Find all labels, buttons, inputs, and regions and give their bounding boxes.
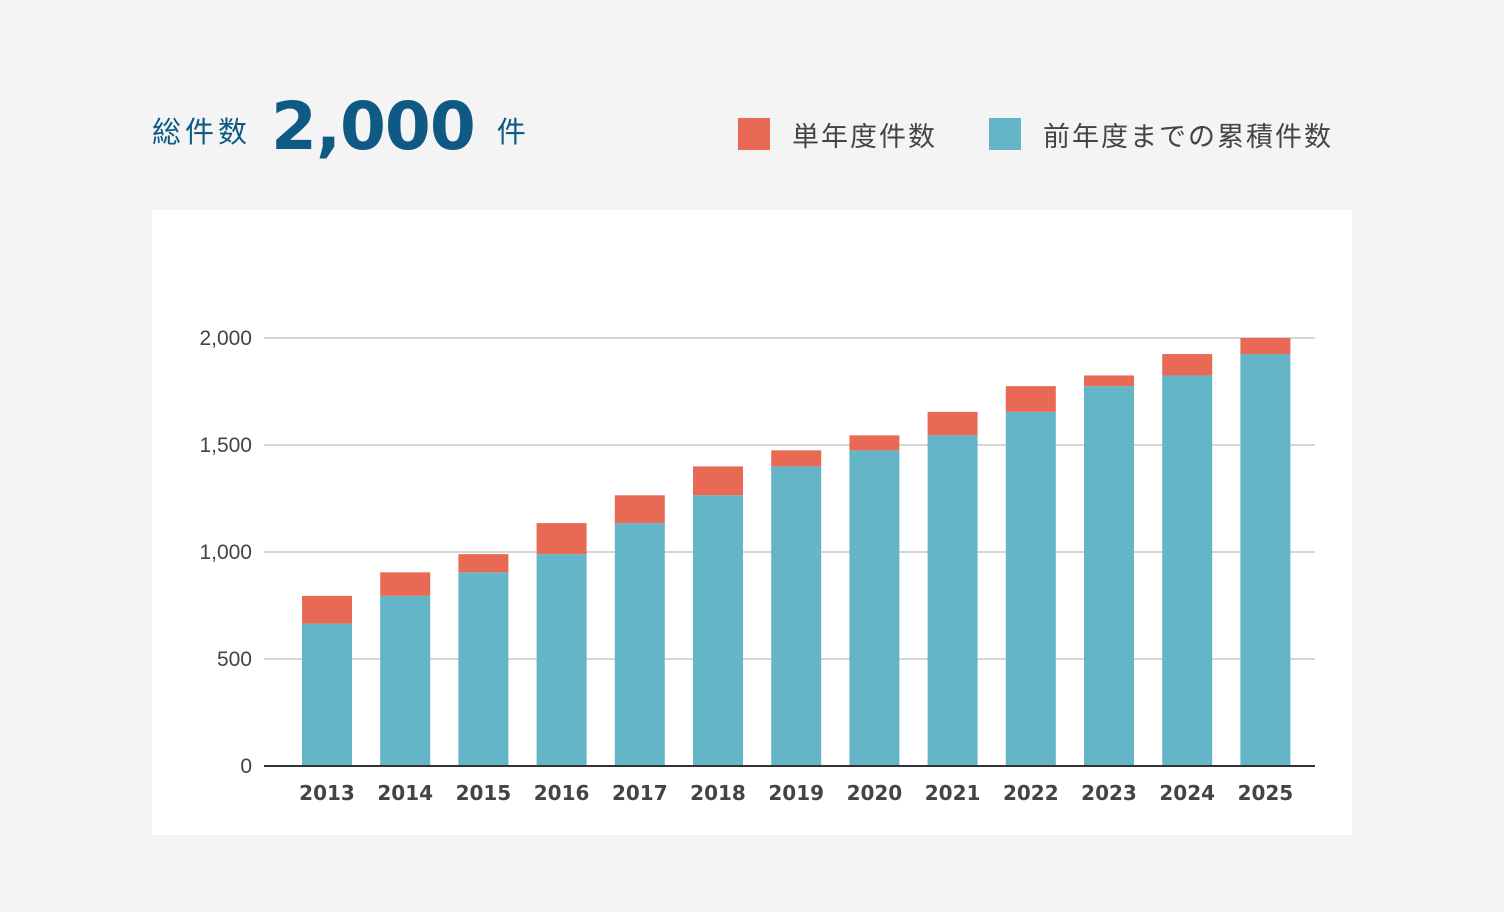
bar-new-2016 [536, 523, 587, 555]
chart-panel: 0 500 1,000 1,500 2,000 2013 2014 2015 2016 2017 2… [152, 210, 1352, 835]
bar-new-2019 [771, 450, 822, 467]
bar-new-2023 [1084, 375, 1134, 387]
y-tick-label-500: 500 [217, 648, 252, 671]
bar-cumulative-2020 [849, 450, 900, 766]
x-tick-label-2021: 2021 [925, 781, 981, 805]
x-tick-label-2019: 2019 [768, 781, 824, 805]
bar-new-2013 [302, 595, 352, 624]
bar-new-2024 [1162, 354, 1213, 376]
stacked-bar-chart: 0 500 1,000 1,500 2,000 2013 2014 2015 2016 2017 2… [199, 327, 1315, 805]
y-tick-label-2000: 2,000 [199, 327, 252, 350]
x-tick-label-2018: 2018 [690, 781, 746, 805]
chart-legend: 単年度件数 前年度までの累積件数 [738, 114, 1333, 154]
total-count: 2,000 [271, 87, 476, 165]
bar-cumulative-2025 [1240, 354, 1291, 766]
bar-new-2022 [1005, 386, 1056, 412]
total-unit: 件 [496, 115, 526, 149]
bar-new-2021 [927, 411, 978, 436]
x-tick-label-2015: 2015 [456, 781, 512, 805]
bar-new-2018 [693, 466, 743, 496]
total-summary: 総件数 2,000 件 [152, 84, 526, 168]
bar-cumulative-2014 [380, 595, 431, 766]
x-tick-label-2017: 2017 [612, 781, 668, 805]
bar-cumulative-2013 [302, 623, 352, 766]
x-tick-label-2016: 2016 [534, 781, 590, 805]
bar-cumulative-2023 [1084, 386, 1134, 766]
y-tick-label-1500: 1,500 [199, 434, 252, 457]
legend-label-cumulative: 前年度までの累積件数 [1043, 121, 1333, 153]
bar-cumulative-2021 [927, 435, 978, 766]
x-tick-label-2013: 2013 [299, 781, 355, 805]
bar-new-2017 [614, 495, 665, 524]
bar-cumulative-2016 [536, 554, 587, 766]
legend-item-new: 単年度件数 [738, 115, 937, 154]
bar-cumulative-2017 [614, 523, 665, 766]
y-tick-label-0: 0 [240, 755, 252, 778]
legend-label-new: 単年度件数 [792, 121, 937, 153]
x-tick-label-2020: 2020 [847, 781, 903, 805]
bar-new-2014 [380, 572, 431, 596]
x-tick-label-2022: 2022 [1003, 781, 1059, 805]
total-label: 総件数 [152, 115, 252, 149]
x-tick-label-2014: 2014 [377, 781, 433, 805]
bar-cumulative-2015 [458, 572, 509, 766]
legend-swatch-cumulative [989, 118, 1021, 150]
bar-cumulative-2018 [693, 495, 743, 766]
bar-cumulative-2024 [1162, 375, 1213, 766]
bar-new-2015 [458, 554, 509, 573]
x-tick-label-2023: 2023 [1081, 781, 1137, 805]
bar-new-2020 [849, 435, 900, 451]
bar-new-2025 [1240, 338, 1291, 355]
legend-swatch-new [738, 118, 770, 150]
bar-cumulative-2019 [771, 466, 822, 766]
x-tick-label-2024: 2024 [1159, 781, 1215, 805]
x-tick-label-2025: 2025 [1238, 781, 1294, 805]
bar-cumulative-2022 [1005, 411, 1056, 766]
legend-item-cumulative: 前年度までの累積件数 [989, 115, 1333, 154]
y-tick-label-1000: 1,000 [199, 541, 252, 564]
